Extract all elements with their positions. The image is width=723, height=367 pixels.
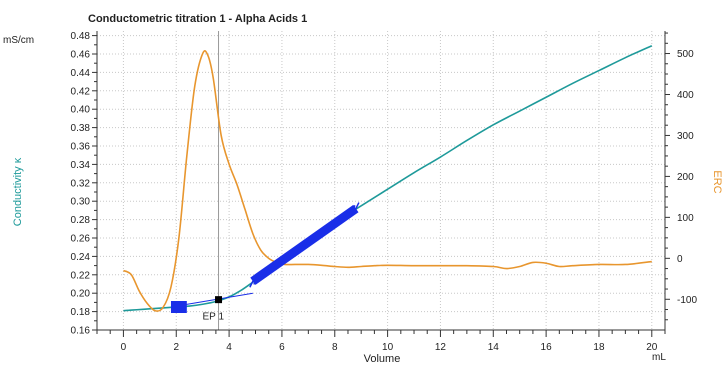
y-tick-label-right: 100 [677, 213, 694, 224]
fit-hatch [340, 210, 348, 224]
endpoint-marker [215, 296, 223, 304]
x-tick-label: 18 [593, 342, 605, 353]
chart-title: Conductometric titration 1 - Alpha Acids… [88, 13, 307, 25]
y-tick-label-left: 0.46 [71, 50, 91, 61]
y-tick-label-left: 0.20 [71, 289, 91, 300]
fit-hatch [249, 274, 257, 288]
fit-hatch [280, 252, 289, 266]
fit-hatch [332, 216, 340, 229]
axes: 0 2 4 6 8 10 12 14 16 18 20 0.16 0.18 0.20 0.22 0.24 0.2… [71, 31, 697, 353]
y-tick-label-left: 0.16 [71, 326, 91, 337]
fit-hatch [308, 232, 316, 246]
fit-hatch [269, 260, 277, 274]
y-tick-label-left: 0.32 [71, 178, 91, 189]
y-tick-label-left: 0.36 [71, 142, 91, 153]
y-tick-label-left: 0.30 [71, 197, 91, 208]
fit-hatch [261, 266, 269, 280]
y-tick-label-left: 0.48 [71, 31, 91, 42]
fit-hatch [300, 238, 309, 252]
fit-hatch [265, 263, 273, 277]
x-tick-label: 4 [226, 342, 232, 353]
y-tick-label-left: 0.40 [71, 105, 91, 116]
y-tick-label-left: 0.22 [71, 270, 91, 281]
fit-hatch [292, 244, 301, 257]
plot-area: EP 1 [123, 31, 653, 330]
fit-hatch [352, 202, 360, 215]
y-tick-label-right: 200 [677, 172, 694, 183]
fit-hatch [320, 224, 328, 238]
x-tick-label: 14 [488, 342, 500, 353]
x-tick-label: 12 [435, 342, 447, 353]
x-tick-label: 8 [332, 342, 338, 353]
endpoint-label: EP 1 [203, 312, 225, 323]
x-tick-label: 0 [121, 342, 127, 353]
x-tick-label: 6 [279, 342, 285, 353]
fit-hatch [288, 246, 297, 260]
fit-hatch [328, 218, 336, 232]
y-tick-label-right: 500 [677, 49, 694, 60]
y-tick-label-left: 0.44 [71, 68, 91, 79]
x-tick-label: 10 [382, 342, 394, 353]
fit-hatch [304, 235, 313, 249]
y-axis-title-right: ERC [711, 170, 723, 193]
fit-hatch [257, 269, 265, 282]
erc-series-line [123, 50, 652, 312]
y-tick-label-left: 0.34 [71, 160, 91, 171]
fit-hatch [316, 227, 324, 241]
x-axis-title: Volume [364, 353, 401, 365]
fit-hatch [296, 241, 305, 255]
y-tick-label-left: 0.18 [71, 307, 91, 318]
fit-hatch [344, 207, 352, 221]
fit-hatch [284, 249, 293, 263]
fit-hatch [272, 258, 281, 271]
fit-hatch [253, 272, 261, 285]
fit-hatch [336, 213, 344, 227]
fit-hatch [276, 255, 285, 269]
fit-hatch [348, 205, 356, 218]
y-tick-label-right: -100 [677, 295, 697, 306]
y-unit-left: mS/cm [3, 35, 34, 46]
fit-hatch [324, 221, 332, 235]
y-tick-label-right: 300 [677, 131, 694, 142]
x-tick-label: 20 [646, 342, 658, 353]
grid [97, 31, 665, 331]
fit-hatch [312, 230, 320, 243]
x-tick-label: 16 [541, 342, 553, 353]
y-tick-label-left: 0.28 [71, 215, 91, 226]
y-tick-label-right: 0 [677, 254, 683, 265]
x-axis-unit: mL [652, 352, 666, 363]
x-tick-label: 2 [173, 342, 179, 353]
y-axis-title-left: Conductivity κ [12, 157, 24, 226]
y-tick-label-left: 0.26 [71, 234, 91, 245]
y-tick-label-right: 400 [677, 90, 694, 101]
y-tick-label-left: 0.42 [71, 86, 91, 97]
y-tick-label-left: 0.24 [71, 252, 91, 263]
y-tick-label-left: 0.38 [71, 123, 91, 134]
